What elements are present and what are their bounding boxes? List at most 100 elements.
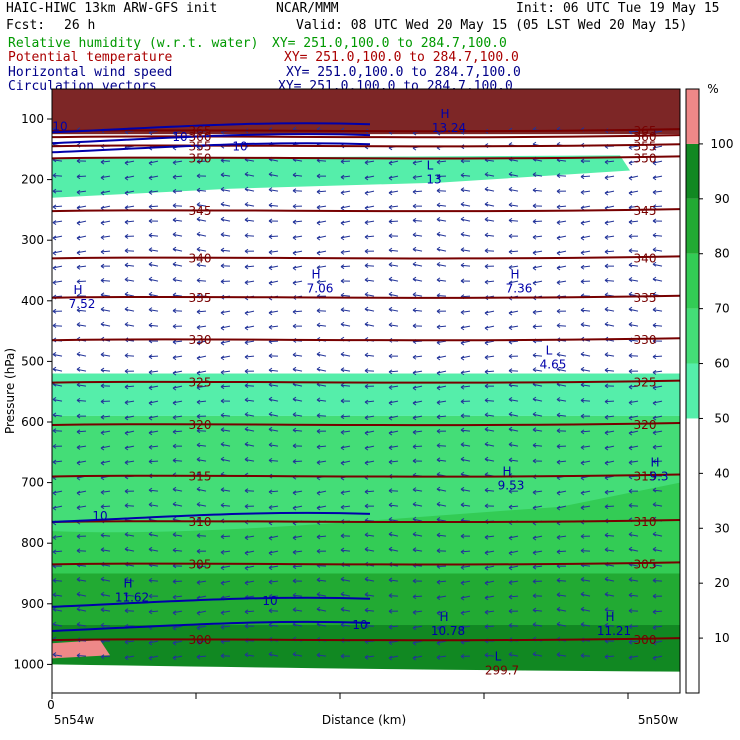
vector-head — [556, 412, 561, 418]
vector-arrow — [580, 235, 591, 239]
vector-arrow — [148, 548, 159, 552]
vector-head — [316, 220, 321, 226]
header-title: HAIC-HIWC 13km ARW-GFS init — [6, 1, 218, 16]
theta-label: 305 — [189, 557, 212, 571]
vector-arrow — [220, 355, 231, 359]
vector-arrow — [364, 655, 375, 658]
vector-arrow — [316, 265, 327, 269]
field-name-theta: Potential temperature — [8, 50, 173, 65]
vector-head — [172, 188, 177, 194]
vector-arrow — [388, 264, 399, 267]
vector-head — [172, 339, 177, 345]
vector-arrow — [412, 160, 423, 164]
vector-head — [436, 625, 441, 631]
vector-arrow — [52, 414, 63, 417]
vector-arrow — [364, 548, 375, 552]
vector-head — [124, 460, 129, 466]
theta-label: 350 — [189, 151, 212, 165]
vector-head — [292, 396, 297, 402]
vector-arrow — [196, 370, 207, 374]
vector-head — [76, 445, 81, 450]
colorbar-tick-label: 90 — [714, 192, 729, 206]
vector-head — [316, 265, 321, 271]
vector-arrow — [652, 579, 663, 582]
vector-head — [148, 609, 153, 615]
vector-arrow — [604, 655, 615, 658]
vector-arrow — [220, 595, 231, 599]
vector-head — [124, 488, 129, 494]
vector-head — [460, 533, 465, 539]
vector-head — [340, 264, 345, 270]
vector-head — [532, 505, 537, 511]
vector-arrow — [436, 370, 447, 374]
vector-head — [100, 175, 105, 181]
vector-head — [412, 578, 417, 584]
vector-arrow — [100, 235, 111, 239]
vector-arrow — [148, 655, 159, 659]
vector-arrow — [652, 625, 663, 629]
vector-head — [364, 503, 369, 509]
x-axis — [51, 693, 629, 699]
vector-head — [244, 280, 249, 285]
vector-arrow — [124, 445, 135, 449]
vector-head — [220, 610, 225, 616]
vector-arrow — [364, 445, 375, 449]
vector-head — [364, 248, 369, 254]
vector-arrow — [580, 190, 591, 193]
vector-head — [220, 201, 225, 207]
vector-head — [124, 248, 129, 254]
vector-head — [52, 428, 57, 434]
vector-head — [172, 532, 177, 537]
vector-arrow — [628, 355, 639, 357]
theta-label: 335 — [189, 291, 212, 305]
vector-arrow — [628, 190, 639, 194]
vector-head — [628, 262, 633, 268]
vector-head — [604, 654, 609, 660]
vector-head — [244, 233, 249, 238]
vector-head — [604, 591, 609, 597]
vector-arrow — [340, 175, 351, 178]
vector-arrow — [508, 280, 519, 284]
vector-head — [172, 655, 177, 661]
vector-head — [604, 190, 609, 196]
vector-head — [412, 160, 417, 166]
vector-arrow — [556, 535, 567, 538]
vector-arrow — [652, 234, 663, 237]
vector-head — [52, 459, 57, 465]
vector-head — [364, 623, 369, 629]
vector-arrow — [364, 220, 375, 224]
vector-arrow — [100, 460, 111, 464]
vector-head — [172, 277, 177, 282]
vector-head — [196, 309, 201, 315]
vector-arrow — [124, 548, 135, 552]
colorbar-bin — [686, 198, 699, 254]
vector-head — [532, 593, 537, 599]
vector-arrow — [460, 340, 471, 344]
extremum-value: 11.62 — [115, 591, 149, 605]
vector-arrow — [532, 535, 543, 539]
extremum-type: L — [427, 159, 434, 173]
vector-arrow — [340, 490, 351, 494]
vector-arrow — [196, 279, 207, 282]
vector-head — [412, 323, 417, 329]
vector-head — [76, 307, 81, 313]
vector-head — [604, 235, 609, 240]
vector-arrow — [460, 565, 471, 569]
vector-arrow — [580, 445, 591, 449]
vector-head — [604, 352, 609, 357]
vector-arrow — [52, 325, 63, 327]
theta-label: 320 — [634, 418, 657, 432]
vector-arrow — [340, 309, 351, 312]
vector-arrow — [604, 205, 615, 209]
vector-head — [172, 323, 177, 329]
vector-head — [460, 278, 465, 284]
vector-arrow — [604, 624, 615, 627]
vector-head — [388, 531, 393, 537]
vector-arrow — [412, 503, 423, 507]
vector-arrow — [604, 175, 615, 179]
vector-head — [580, 235, 585, 241]
vector-arrow — [340, 265, 351, 268]
vector-arrow — [484, 173, 495, 177]
vector-arrow — [436, 340, 447, 344]
vector-head — [316, 505, 321, 511]
